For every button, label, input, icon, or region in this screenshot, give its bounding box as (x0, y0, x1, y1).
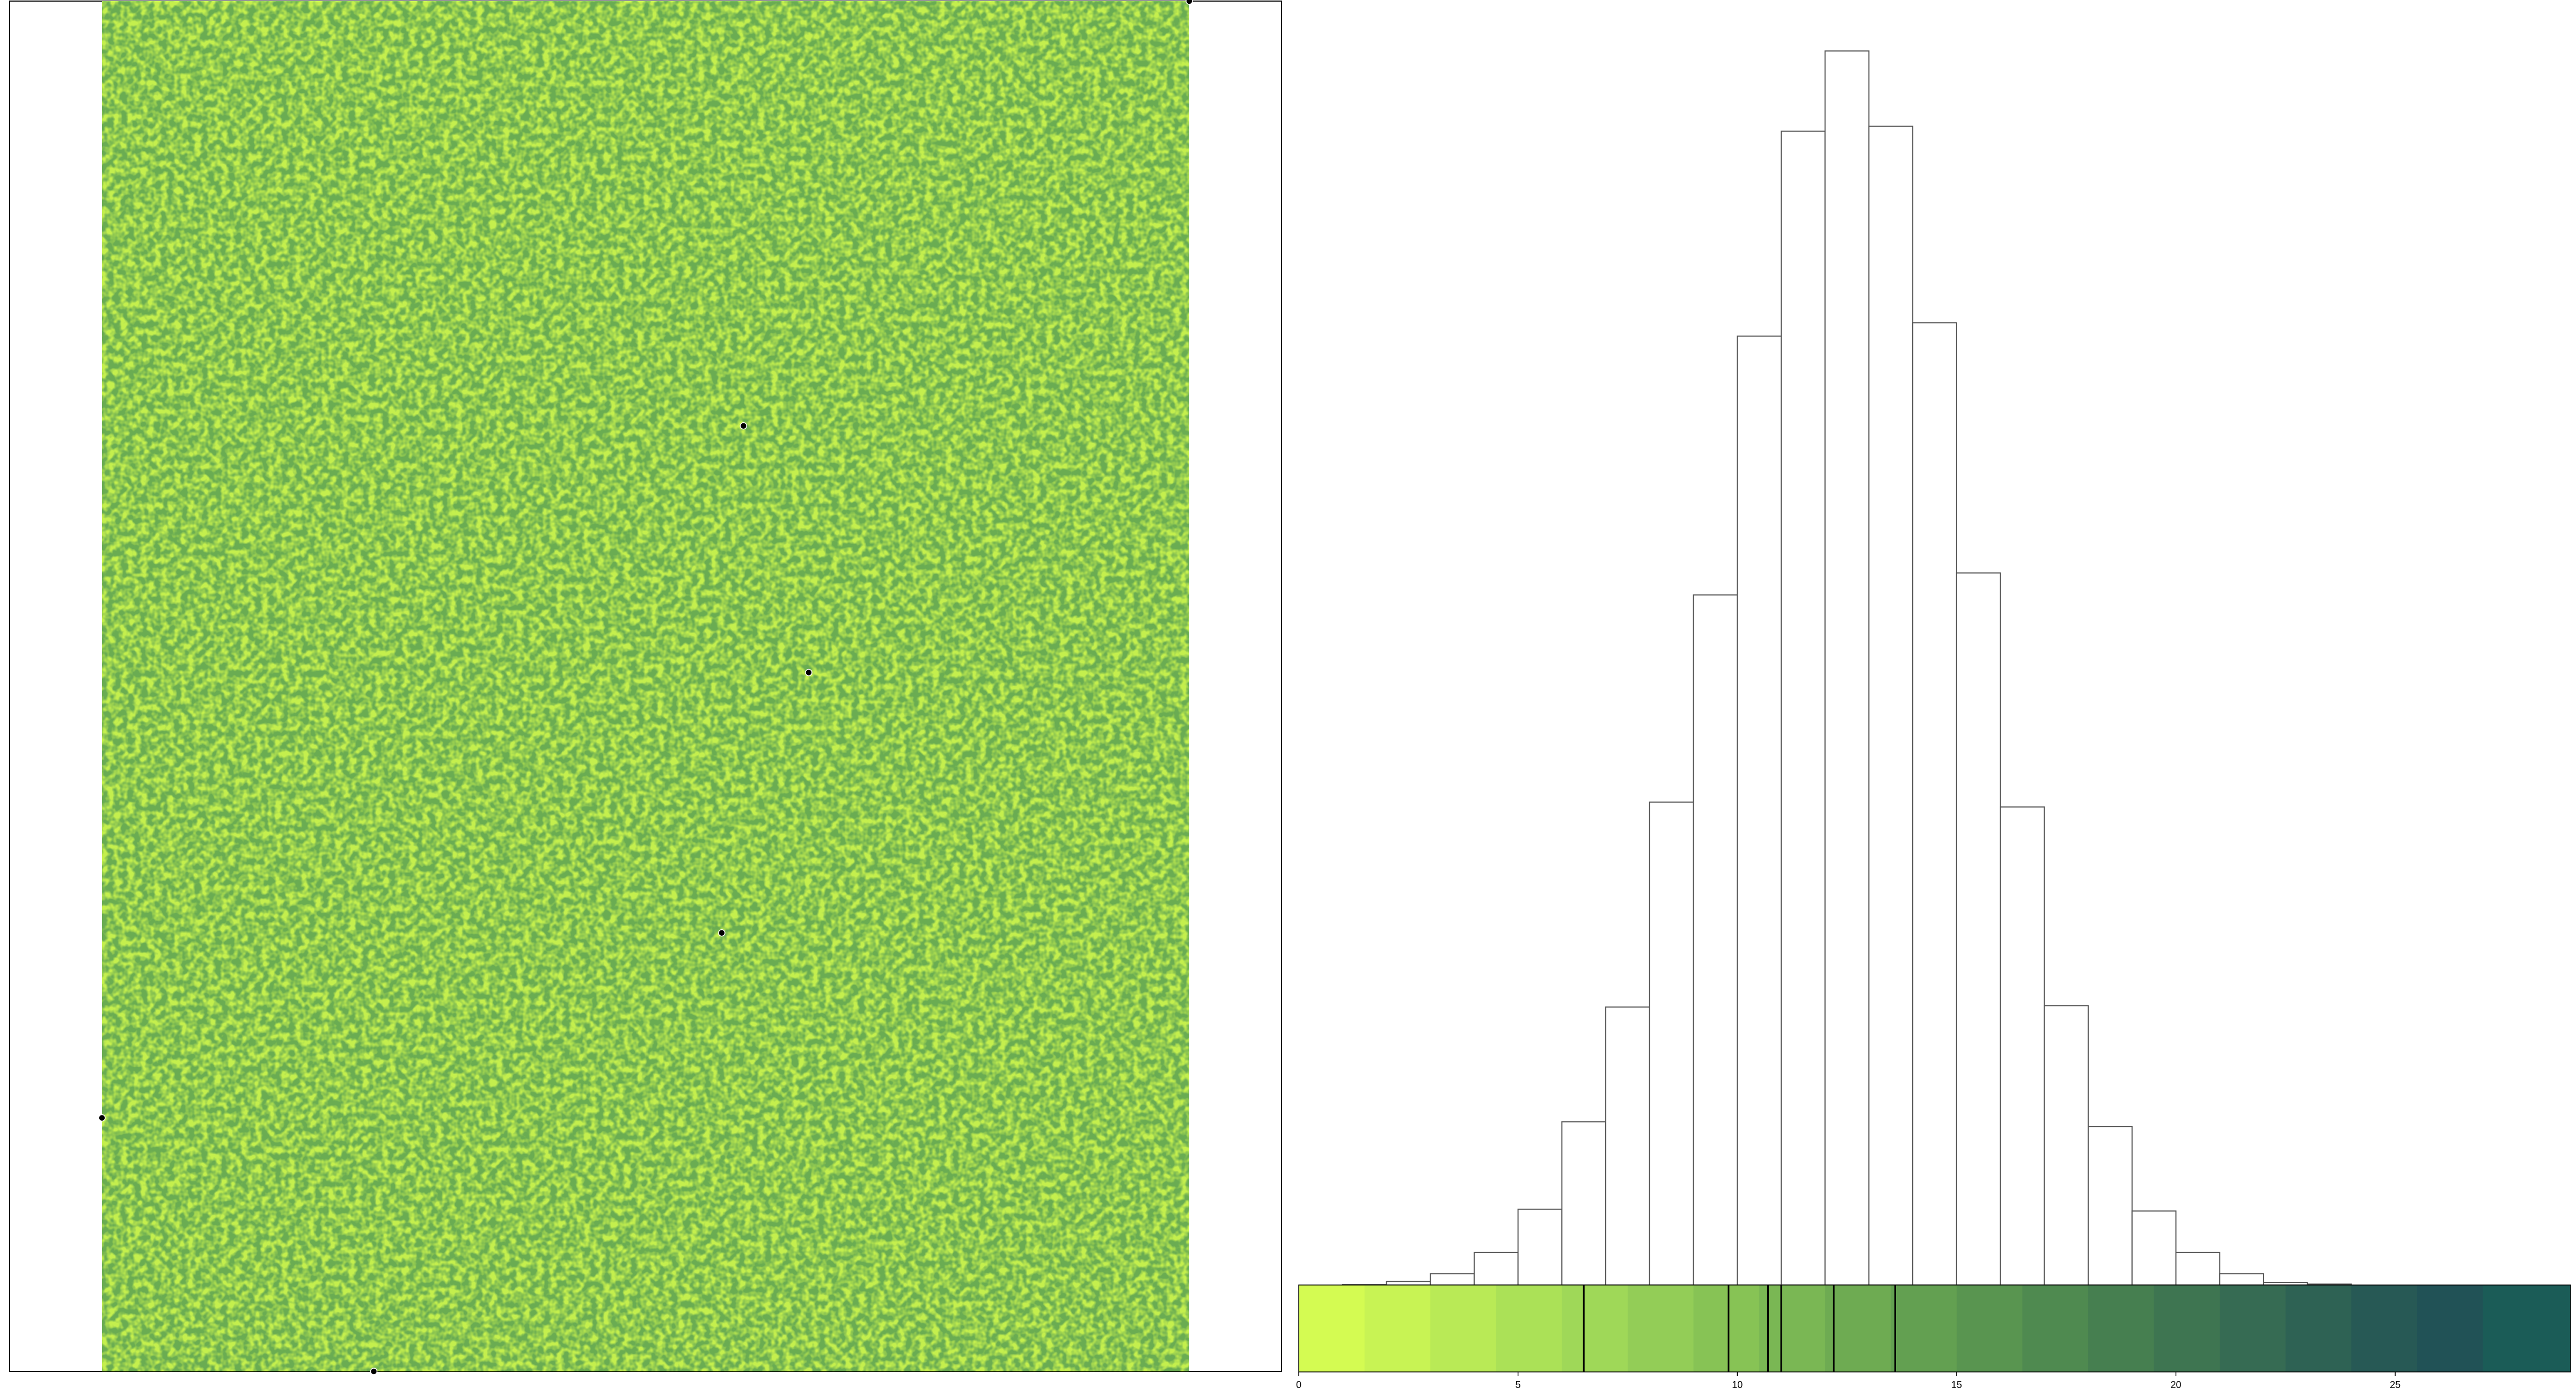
colorbar-segment-4 (1496, 1285, 1562, 1372)
heatmap-markers (98, 0, 1193, 1375)
colorbar-segment-16 (2285, 1285, 2352, 1372)
histogram-bar-20 (2175, 1251, 2221, 1286)
colorbar-segment-18 (2417, 1285, 2484, 1372)
colorbar-segment-1 (1299, 1285, 1365, 1372)
x-tick-label-15: 15 (1951, 1379, 1962, 1390)
histogram-bar-8 (1649, 801, 1694, 1286)
histogram-bar-21 (2219, 1273, 2264, 1286)
x-tick-label-0: 0 (1296, 1379, 1301, 1390)
x-axis: 0 5 10 15 20 25 (1296, 1372, 2401, 1390)
histogram-bar-17 (2044, 1005, 2089, 1286)
histogram-bar-22 (2263, 1281, 2308, 1286)
colorbar-segment-12 (2022, 1285, 2089, 1372)
x-tick-label-5: 5 (1516, 1379, 1521, 1390)
histogram-bar-9 (1693, 594, 1738, 1286)
histogram-bar-4 (1473, 1251, 1519, 1286)
heatmap-raster-texture (102, 1, 1189, 1371)
colorbar-segment-15 (2220, 1285, 2286, 1372)
colorbar-segment-6 (1627, 1285, 1694, 1372)
histogram-bar-16 (2000, 806, 2045, 1286)
histogram-bar-5 (1517, 1208, 1563, 1286)
colorbar-segment-19 (2483, 1285, 2571, 1372)
histogram-bar-11 (1780, 130, 1826, 1286)
colorbar-segment-10 (1891, 1285, 1957, 1372)
x-tick-label-25: 25 (2390, 1379, 2401, 1390)
heatmap-marker-4 (98, 1114, 106, 1122)
x-tick-label-10: 10 (1732, 1379, 1743, 1390)
colorbar-segment-14 (2154, 1285, 2220, 1372)
colorbar-segment-17 (2351, 1285, 2418, 1372)
heatmap-marker-5 (370, 1368, 378, 1375)
colorbar-segment-5 (1562, 1285, 1628, 1372)
histogram-panel: 0 5 10 15 20 25 (1296, 50, 2571, 1390)
histogram-bar-6 (1561, 1121, 1607, 1286)
colorbar (1299, 1285, 2571, 1372)
heatmap-marker-2 (805, 669, 813, 677)
histogram-bar-3 (1430, 1273, 1475, 1286)
colorbar-segment-2 (1364, 1285, 1431, 1372)
heatmap-marker-3 (718, 929, 726, 937)
histogram-bar-14 (1912, 322, 1957, 1286)
x-tick-label-20: 20 (2170, 1379, 2181, 1390)
histogram-bar-15 (1956, 572, 2001, 1286)
colorbar-markers (1583, 1285, 1896, 1372)
histogram-bar-18 (2088, 1126, 2133, 1286)
histogram-bar-7 (1605, 1006, 1650, 1286)
histogram-bar-12 (1824, 50, 1870, 1286)
histogram-bars (1342, 50, 2352, 1286)
colorbar-segment-8 (1759, 1285, 1826, 1372)
colorbar-segment-7 (1693, 1285, 1760, 1372)
colorbar-frame (1298, 1284, 2571, 1372)
histogram-bar-13 (1868, 126, 1914, 1286)
heatmap-marker-1 (740, 422, 748, 430)
histogram-bar-19 (2131, 1210, 2177, 1286)
histogram-bar-10 (1737, 335, 1782, 1286)
colorbar-segment-13 (2088, 1285, 2155, 1372)
heatmap-marker-6 (1185, 0, 1193, 5)
heatmap-panel (9, 0, 1282, 1375)
colorbar-segment-3 (1430, 1285, 1497, 1372)
histogram-bar-2 (1386, 1281, 1431, 1286)
colorbar-segment-11 (1956, 1285, 2023, 1372)
colorbar-segment-9 (1825, 1285, 1891, 1372)
